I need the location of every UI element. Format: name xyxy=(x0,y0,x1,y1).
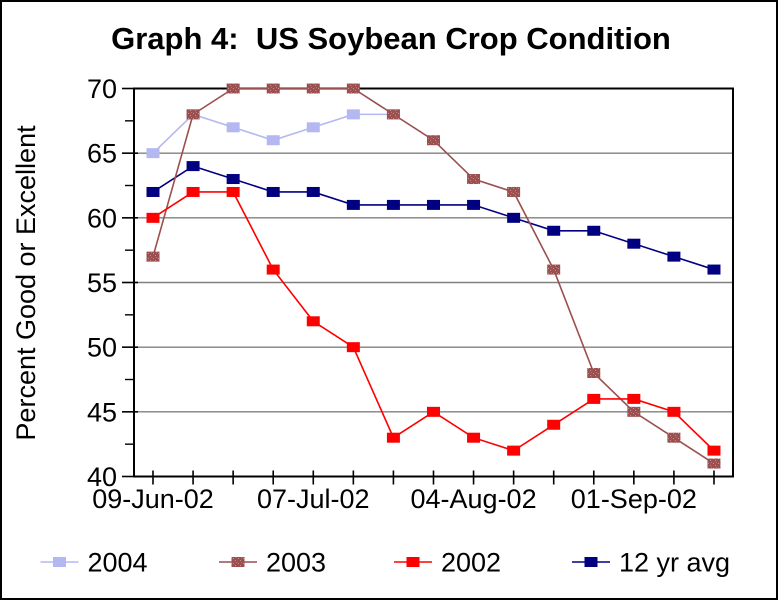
data-point xyxy=(226,174,240,185)
data-point xyxy=(226,83,240,94)
data-point xyxy=(707,445,721,456)
legend-label: 2004 xyxy=(88,548,148,578)
x-tick-label: 01-Sep-02 xyxy=(571,484,697,514)
data-point xyxy=(266,135,280,146)
series-layer xyxy=(146,83,721,469)
y-tick-label: 45 xyxy=(87,397,117,427)
data-point xyxy=(426,199,440,210)
data-point xyxy=(467,432,481,443)
data-point xyxy=(467,199,481,210)
x-tick-label: 07-Jul-02 xyxy=(257,484,370,514)
legend-marker xyxy=(584,557,598,567)
data-point xyxy=(306,122,320,133)
data-point xyxy=(587,368,601,379)
legend-item-2004: 2004 xyxy=(40,548,148,578)
data-point xyxy=(186,186,200,197)
data-point xyxy=(266,186,280,197)
legend-marker xyxy=(53,557,66,567)
x-tick-label: 09-Jun-02 xyxy=(92,484,214,514)
data-point xyxy=(346,342,360,353)
series-line xyxy=(152,113,394,154)
data-point xyxy=(226,122,240,133)
data-point xyxy=(587,225,601,236)
data-point xyxy=(266,83,280,94)
data-point xyxy=(467,174,481,185)
data-point xyxy=(306,186,320,197)
data-point xyxy=(226,186,240,197)
data-point xyxy=(667,251,681,262)
data-point xyxy=(146,212,160,223)
data-point xyxy=(306,83,320,94)
legend-item-2003: 2003 xyxy=(219,548,326,578)
data-point xyxy=(627,238,641,249)
data-point xyxy=(627,406,641,417)
y-tick-label: 50 xyxy=(87,333,117,363)
data-point xyxy=(707,458,721,469)
data-point xyxy=(386,109,400,120)
data-point xyxy=(507,212,521,223)
data-point xyxy=(667,432,681,443)
data-point xyxy=(346,199,360,210)
data-point xyxy=(146,148,160,159)
legend: 2004 2003 2002 12 yr avg xyxy=(40,548,730,578)
x-tick-label: 04-Aug-02 xyxy=(411,484,537,514)
legend-marker xyxy=(406,557,420,567)
legend-label: 2002 xyxy=(441,548,501,578)
data-point xyxy=(386,199,400,210)
legend-item-2002: 2002 xyxy=(394,548,501,578)
data-point xyxy=(507,186,521,197)
series-12-yr-avg xyxy=(146,161,721,275)
data-point xyxy=(547,225,561,236)
y-tick-label: 60 xyxy=(87,203,117,233)
data-point xyxy=(547,419,561,430)
data-point xyxy=(146,186,160,197)
data-point xyxy=(306,316,320,327)
y-axis-title: Percent Good or Excellent xyxy=(11,125,41,441)
series-2004 xyxy=(146,109,400,159)
legend-marker xyxy=(231,557,245,567)
data-point xyxy=(186,109,200,120)
y-tick-label: 55 xyxy=(87,268,117,298)
legend-label: 12 yr avg xyxy=(619,548,730,578)
data-point xyxy=(266,264,280,275)
data-point xyxy=(426,135,440,146)
data-point xyxy=(547,264,561,275)
y-tick-label: 70 xyxy=(87,74,117,104)
data-point xyxy=(426,406,440,417)
data-point xyxy=(186,161,200,172)
legend-label: 2003 xyxy=(266,548,326,578)
data-point xyxy=(146,251,160,262)
y-tick-label: 40 xyxy=(87,462,117,492)
data-point xyxy=(346,83,360,94)
data-point xyxy=(627,393,641,404)
series-2002 xyxy=(146,186,721,456)
data-point xyxy=(667,406,681,417)
data-point xyxy=(386,432,400,443)
data-point xyxy=(707,264,721,275)
legend-item-12-yr-avg: 12 yr avg xyxy=(572,548,730,578)
chart-title: Graph 4: US Soybean Crop Condition xyxy=(111,21,671,56)
y-tick-label: 65 xyxy=(87,139,117,169)
data-point xyxy=(346,109,360,120)
data-point xyxy=(507,445,521,456)
data-point xyxy=(587,393,601,404)
